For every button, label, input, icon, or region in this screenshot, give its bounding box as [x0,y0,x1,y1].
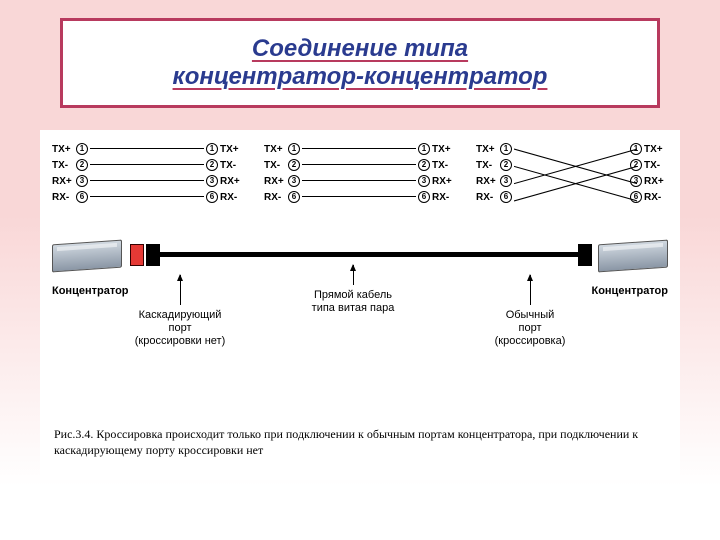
pin-num: 6 [206,191,218,203]
pin-left-nums: 1 2 3 6 [76,142,90,206]
pin-num: 2 [418,159,430,171]
annotation-normal-port: Обычный порт (кроссировка) [470,275,590,348]
pin-num: 2 [288,159,300,171]
straight-wires [302,148,416,202]
pin-num: 3 [76,175,88,187]
annot-line: типа витая пара [288,302,418,315]
pin-num: 1 [206,143,218,155]
pin-right-labels: TX+ TX- RX+ RX- [432,142,454,206]
pin-label: RX+ [52,174,74,190]
pin-label: RX+ [432,174,454,190]
pin-label: RX+ [220,174,242,190]
pin-num: 2 [630,159,642,171]
title-box: Соединение типа концентратор-концентрато… [60,18,660,108]
annot-line: порт [120,322,240,335]
pin-num: 6 [76,191,88,203]
arrow-icon [180,275,181,305]
pin-label: RX+ [476,174,498,190]
caption-prefix: Рис.3.4. [54,427,96,441]
pin-num: 1 [500,143,512,155]
pinout-block-1: TX+ TX- RX+ RX- 1 2 3 6 1 2 3 6 TX+ TX- … [52,140,242,210]
pin-right-nums: 1 2 3 6 [204,142,218,206]
utp-cable [160,252,578,257]
annot-line: (кроссировка) [470,335,590,348]
pin-num: 6 [630,191,642,203]
pin-label: TX+ [264,142,286,158]
pin-label: TX- [220,158,242,174]
diagram-panel: TX+ TX- RX+ RX- 1 2 3 6 1 2 3 6 TX+ TX- … [40,130,680,480]
pin-num: 3 [418,175,430,187]
pin-num: 2 [500,159,512,171]
hub-label-left: Концентратор [52,285,129,297]
pin-left-nums: 1 2 3 6 [288,142,302,206]
pin-right-labels: TX+ TX- RX+ RX- [644,142,666,206]
pin-label: RX- [644,190,666,206]
title-line-2: концентратор-концентратор [83,63,637,91]
pin-label: RX- [52,190,74,206]
pinout-block-2: TX+ TX- RX+ RX- 1 2 3 6 1 2 3 6 TX+ TX- … [264,140,454,210]
annot-line: (кроссировки нет) [120,335,240,348]
pin-num: 2 [206,159,218,171]
pin-num: 3 [630,175,642,187]
annot-line: порт [470,322,590,335]
pin-left-labels: TX+ TX- RX+ RX- [264,142,286,206]
pin-label: TX+ [432,142,454,158]
pin-label: RX- [220,190,242,206]
figure-caption: Рис.3.4. Кроссировка происходит только п… [54,426,666,458]
pin-label: TX- [52,158,74,174]
annot-line: Обычный [470,309,590,322]
pin-label: TX- [476,158,498,174]
pin-label: TX- [432,158,454,174]
pin-num: 1 [418,143,430,155]
pin-num: 1 [630,143,642,155]
hub-icon-right [598,240,668,273]
crossover-wires [514,148,637,202]
pin-num: 6 [288,191,300,203]
pin-num: 3 [288,175,300,187]
annot-line: Прямой кабель [288,289,418,302]
pin-label: TX+ [644,142,666,158]
pin-num: 2 [76,159,88,171]
pin-num: 6 [418,191,430,203]
pin-left-labels: TX+ TX- RX+ RX- [52,142,74,206]
pin-num: 3 [206,175,218,187]
pin-num: 1 [76,143,88,155]
pin-num: 6 [500,191,512,203]
pin-num: 3 [500,175,512,187]
annotation-straight-cable: Прямой кабель типа витая пара [288,265,418,315]
arrow-icon [353,265,354,285]
pin-right-labels: TX+ TX- RX+ RX- [220,142,242,206]
pin-label: TX+ [220,142,242,158]
pin-label: RX+ [644,174,666,190]
pin-label: RX- [264,190,286,206]
pin-right-nums: 1 2 3 6 [628,142,642,206]
pin-label: RX+ [264,174,286,190]
pin-label: TX+ [476,142,498,158]
pin-label: TX+ [52,142,74,158]
pin-right-nums: 1 2 3 6 [416,142,430,206]
straight-wires [90,148,204,202]
title-line-1: Соединение типа [83,35,637,63]
pin-label: TX- [264,158,286,174]
cable-connector-left [146,244,160,266]
pin-left-labels: TX+ TX- RX+ RX- [476,142,498,206]
arrow-icon [530,275,531,305]
hub-label-right: Концентратор [591,285,668,297]
pinout-block-3: TX+ TX- RX+ RX- 1 2 3 6 1 2 3 6 TX+ TX- … [476,140,666,210]
cable-connector-right [578,244,592,266]
pin-left-nums: 1 2 3 6 [500,142,514,206]
pin-label: RX- [476,190,498,206]
annot-line: Каскадирующий [120,309,240,322]
pin-label: RX- [432,190,454,206]
annotation-cascade-port: Каскадирующий порт (кроссировки нет) [120,275,240,348]
caption-text: Кроссировка происходит только при подклю… [54,427,638,457]
hub-icon-left [52,240,122,273]
pin-num: 1 [288,143,300,155]
pin-label: TX- [644,158,666,174]
cascade-port-icon [130,244,144,266]
